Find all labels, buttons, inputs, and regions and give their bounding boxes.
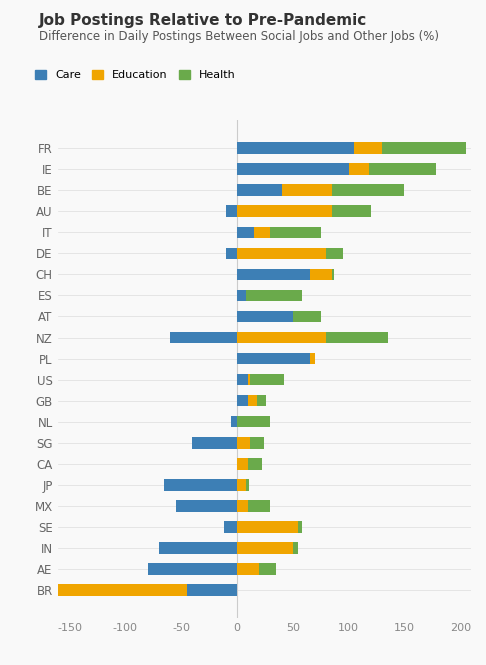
Bar xyxy=(237,164,348,175)
Bar xyxy=(159,542,237,554)
Bar xyxy=(348,164,369,175)
Text: Difference in Daily Postings Between Social Jobs and Other Jobs (%): Difference in Daily Postings Between Soc… xyxy=(39,30,439,43)
Legend: Care, Education, Health: Care, Education, Health xyxy=(31,65,240,84)
Bar xyxy=(224,521,237,533)
Bar xyxy=(237,184,281,196)
Bar xyxy=(369,164,435,175)
Bar xyxy=(237,247,326,259)
Bar xyxy=(237,205,332,217)
Bar xyxy=(226,205,237,217)
Bar xyxy=(250,437,264,448)
Bar xyxy=(257,395,266,406)
Bar xyxy=(237,437,250,448)
Bar xyxy=(354,142,382,154)
Bar xyxy=(164,479,237,491)
Bar xyxy=(237,521,298,533)
Bar xyxy=(254,227,270,238)
Bar xyxy=(246,479,249,491)
Bar xyxy=(248,395,257,406)
Bar xyxy=(237,142,354,154)
Bar xyxy=(246,290,302,301)
Bar xyxy=(170,332,237,343)
Bar xyxy=(332,269,334,280)
Bar xyxy=(237,374,248,386)
Bar xyxy=(187,585,237,596)
Bar xyxy=(326,332,388,343)
Bar xyxy=(270,227,321,238)
Bar xyxy=(248,374,250,386)
Bar xyxy=(226,247,237,259)
Bar xyxy=(237,269,310,280)
Bar xyxy=(237,458,248,469)
Bar xyxy=(237,416,270,428)
Bar xyxy=(293,311,321,323)
Bar xyxy=(237,352,310,364)
Bar xyxy=(237,395,248,406)
Bar xyxy=(31,585,53,596)
Text: Job Postings Relative to Pre-Pandemic: Job Postings Relative to Pre-Pandemic xyxy=(39,13,367,29)
Bar xyxy=(237,290,246,301)
Bar xyxy=(231,416,237,428)
Bar xyxy=(237,332,326,343)
Bar xyxy=(192,437,237,448)
Bar xyxy=(310,269,332,280)
Bar xyxy=(326,247,343,259)
Bar xyxy=(310,352,315,364)
Bar xyxy=(53,585,187,596)
Bar xyxy=(332,184,404,196)
Bar xyxy=(175,500,237,511)
Bar xyxy=(237,479,246,491)
Bar xyxy=(293,542,298,554)
Bar xyxy=(237,227,254,238)
Bar xyxy=(237,311,293,323)
Bar xyxy=(237,500,248,511)
Bar xyxy=(237,563,260,575)
Bar xyxy=(250,374,284,386)
Bar xyxy=(248,458,261,469)
Bar xyxy=(260,563,276,575)
Bar xyxy=(298,521,302,533)
Bar xyxy=(281,184,332,196)
Bar xyxy=(237,542,293,554)
Bar xyxy=(248,500,270,511)
Bar xyxy=(382,142,466,154)
Bar xyxy=(332,205,371,217)
Bar xyxy=(148,563,237,575)
